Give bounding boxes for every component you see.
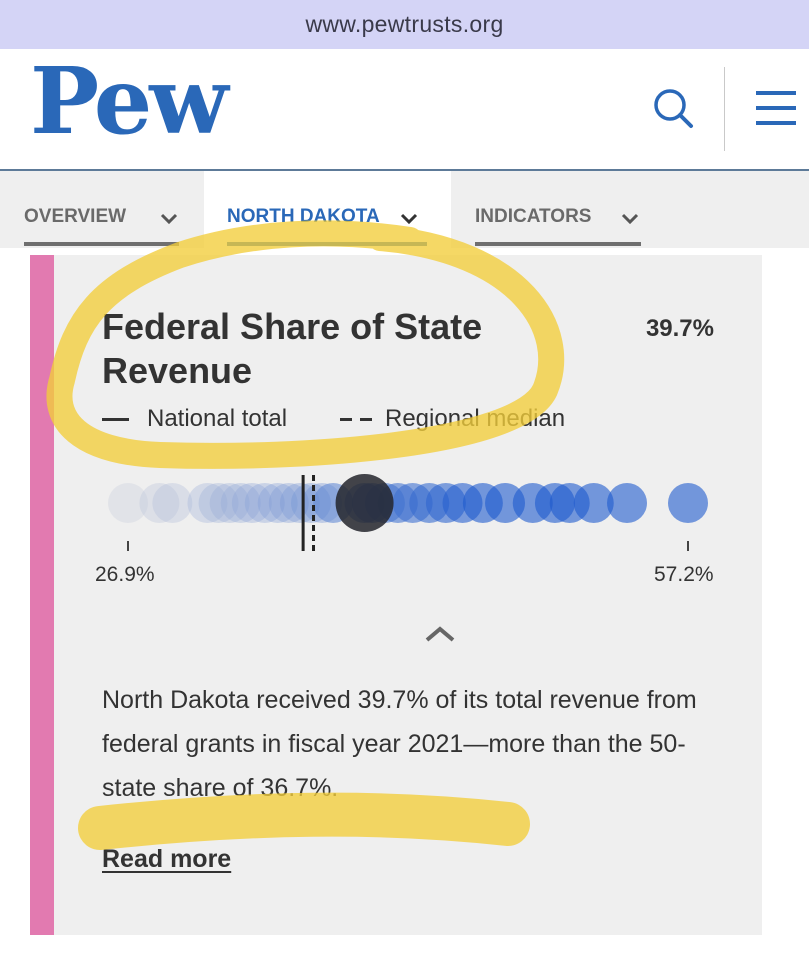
state-value: 39.7% bbox=[645, 315, 714, 342]
tab-north-dakota[interactable]: NORTH DAKOTA bbox=[204, 171, 451, 248]
state-dot bbox=[108, 483, 148, 523]
state-dot bbox=[152, 483, 193, 523]
tab-label: OVERVIEW bbox=[24, 206, 127, 227]
card-accent-stripe bbox=[30, 255, 54, 935]
chevron-down-icon bbox=[400, 213, 418, 225]
state-dot bbox=[209, 483, 250, 523]
regional-median-dash-icon bbox=[340, 418, 373, 421]
highlighted-state-dot[interactable] bbox=[335, 474, 394, 532]
state-dot bbox=[244, 483, 285, 523]
state-dot bbox=[668, 483, 708, 523]
state-dot bbox=[485, 483, 526, 523]
site-header: Pew bbox=[0, 49, 809, 171]
tab-underline bbox=[24, 242, 179, 246]
section-tabs: OVERVIEW NORTH DAKOTA INDICATORS bbox=[0, 171, 809, 248]
state-dot bbox=[268, 483, 309, 523]
state-dot bbox=[220, 483, 261, 523]
legend-regional-median: Regional median bbox=[385, 405, 566, 432]
indicator-card: Federal Share of State Revenue 39.7% Nat… bbox=[30, 255, 762, 935]
tab-indicators[interactable]: INDICATORS bbox=[451, 171, 671, 248]
state-dot bbox=[607, 483, 648, 523]
state-dot bbox=[231, 483, 272, 523]
menu-icon[interactable] bbox=[756, 91, 796, 125]
tab-underline bbox=[227, 242, 427, 246]
chevron-up-icon[interactable] bbox=[424, 625, 456, 643]
state-dot bbox=[257, 483, 298, 523]
search-icon[interactable] bbox=[650, 85, 696, 131]
tab-overview[interactable]: OVERVIEW bbox=[0, 171, 204, 248]
chevron-down-icon bbox=[621, 213, 639, 225]
read-more-link[interactable]: Read more bbox=[102, 845, 232, 873]
tab-label: NORTH DAKOTA bbox=[227, 206, 380, 227]
header-divider bbox=[724, 67, 725, 151]
browser-url-bar[interactable]: www.pewtrusts.org bbox=[0, 0, 809, 49]
card-title: Federal Share of State Revenue bbox=[102, 306, 483, 391]
url-text: www.pewtrusts.org bbox=[305, 11, 504, 37]
state-dot bbox=[279, 483, 320, 523]
state-dot bbox=[187, 483, 228, 523]
tab-label: INDICATORS bbox=[475, 206, 592, 227]
national-total-line-icon bbox=[102, 418, 129, 421]
legend-national-total: National total bbox=[147, 405, 288, 432]
distribution-strip-plot bbox=[108, 474, 708, 551]
chevron-down-icon bbox=[160, 213, 178, 225]
tab-underline bbox=[475, 242, 641, 246]
pew-logo[interactable]: Pew bbox=[30, 47, 228, 155]
state-dot bbox=[573, 483, 614, 523]
state-dot bbox=[198, 483, 239, 523]
axis-max-label: 57.2% bbox=[654, 563, 714, 586]
axis-min-label: 26.9% bbox=[95, 563, 155, 586]
state-dot bbox=[139, 483, 180, 523]
summary-text: North Dakota received 39.7% of its total… bbox=[102, 686, 697, 802]
